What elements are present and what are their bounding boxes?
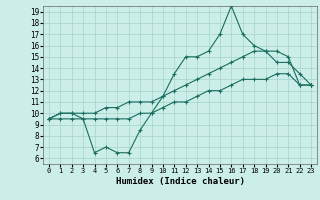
X-axis label: Humidex (Indice chaleur): Humidex (Indice chaleur) bbox=[116, 177, 244, 186]
